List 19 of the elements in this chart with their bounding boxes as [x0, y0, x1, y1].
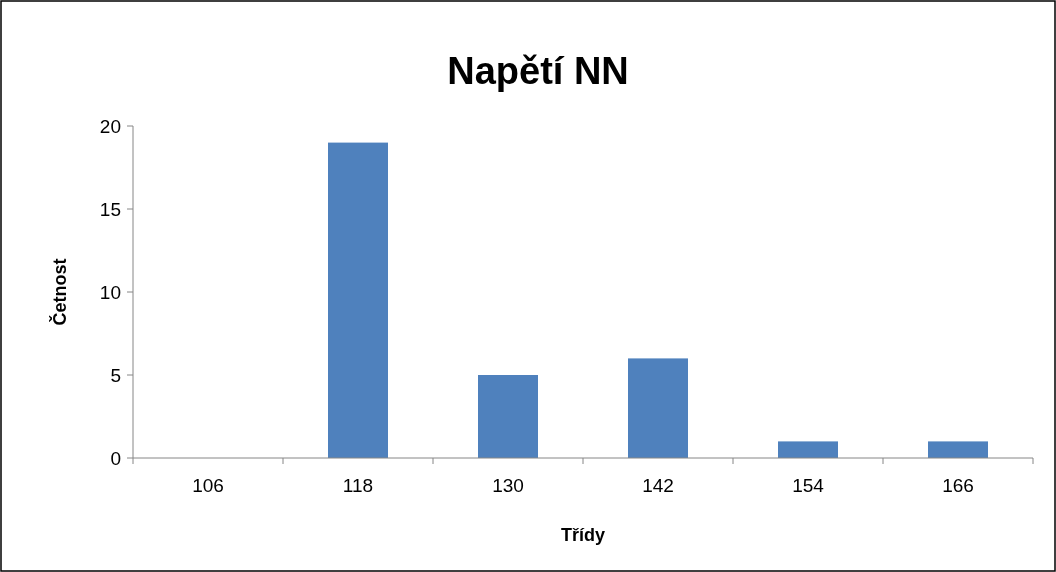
bar	[628, 358, 688, 458]
x-axis-title: Třídy	[560, 525, 606, 545]
chart-title: Napětí NN	[447, 50, 629, 92]
y-tick-label: 5	[110, 364, 121, 386]
x-tick-label: 130	[492, 475, 524, 496]
x-tick-label: 118	[342, 475, 374, 496]
y-axis-title: Četnost	[49, 258, 70, 326]
bar	[478, 375, 538, 458]
x-tick-label: 142	[642, 475, 674, 496]
x-tick-label: 166	[942, 475, 974, 496]
x-tick-label: 154	[792, 475, 825, 496]
bar	[778, 441, 838, 458]
bar	[928, 441, 988, 458]
y-tick-label: 0	[110, 447, 121, 469]
bar	[328, 142, 388, 458]
x-tick-label: 106	[192, 475, 224, 496]
y-tick-label: 15	[99, 198, 121, 220]
y-tick-label: 10	[99, 281, 121, 303]
y-tick-label: 20	[99, 115, 121, 137]
